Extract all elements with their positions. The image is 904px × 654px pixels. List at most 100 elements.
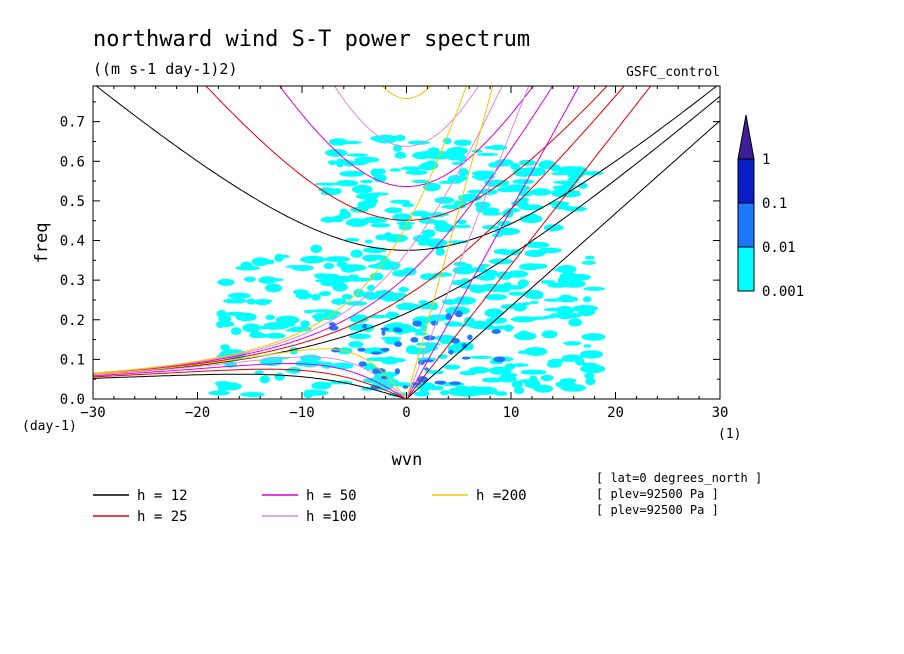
spectrum-blob <box>376 168 386 175</box>
spectrum-blob <box>584 372 595 380</box>
spectrum-blob <box>336 180 359 187</box>
spectrum-blob <box>453 261 468 267</box>
spectrum-blob <box>424 367 429 371</box>
spectrum-blob <box>339 170 365 177</box>
spectrum-blob <box>375 234 388 241</box>
spectrum-blob <box>512 179 534 185</box>
spectrum-blob <box>313 312 325 322</box>
spectrum-blob <box>323 262 335 270</box>
spectrum-blob <box>472 386 498 395</box>
colorbar-segment <box>737 202 755 248</box>
spectrum-blob <box>523 347 548 356</box>
dispersion-curve <box>93 368 407 399</box>
legend: h = 12 h = 25 h = 50 h =100 h =200 <box>93 488 527 525</box>
colorbar: 0.001 0.01 0.1 1 <box>737 114 804 300</box>
spectrum-blob <box>265 314 276 320</box>
spectrum-blob <box>394 152 407 159</box>
spectrum-blob <box>513 332 537 341</box>
spectrum-blob <box>328 160 338 166</box>
spectrum-blob <box>557 166 584 175</box>
spectrum-blob <box>369 272 384 281</box>
legend-label: h =200 <box>476 488 527 504</box>
spectrum-blob <box>395 302 420 311</box>
spectrum-blob <box>552 180 579 184</box>
spectrum-blob <box>380 347 390 352</box>
spectrum-blob <box>491 325 515 330</box>
spectrum-blob <box>469 355 493 359</box>
info-line: [ plev=92500 Pa ] <box>596 503 719 517</box>
spectrum-blob <box>358 361 367 367</box>
spectrum-blob <box>400 166 422 171</box>
spectrum-blob <box>394 368 400 375</box>
spectrum-blob <box>399 323 413 333</box>
spectrum-blob <box>429 385 444 391</box>
legend-label: h = 25 <box>137 509 188 525</box>
spectrum-blob <box>422 359 435 363</box>
dispersion-curve <box>93 363 407 399</box>
spectrum-blob <box>240 261 253 270</box>
spectrum-blob <box>518 190 533 197</box>
spectrum-blob <box>331 362 354 370</box>
spectrum-blob <box>518 204 545 211</box>
spectrum-blob <box>448 349 454 355</box>
spectrum-blob <box>300 320 310 328</box>
spectrum-blob <box>546 361 562 368</box>
spectrum-blob <box>540 280 556 284</box>
spectrum-blob <box>251 257 269 266</box>
spectrum-blob <box>474 172 488 181</box>
spectrum-blob <box>582 296 592 303</box>
spectrum-blob <box>563 341 582 346</box>
dispersion-curve <box>95 86 718 251</box>
spectrum-blob <box>363 364 377 371</box>
spectrum-blob <box>560 384 587 392</box>
spectrum-blob <box>246 298 256 305</box>
spectrum-blob <box>208 390 230 396</box>
spectrum-blob <box>526 167 546 177</box>
spectrum-blob <box>511 380 523 388</box>
spectrum-blob <box>348 333 372 340</box>
colorbar-label: 0.01 <box>762 240 796 256</box>
legend-label: h = 12 <box>137 488 188 504</box>
spectrum-blob <box>265 332 286 339</box>
spectrum-blob <box>486 317 508 324</box>
spectrum-blob <box>574 357 585 366</box>
spectrum-blob <box>349 314 369 323</box>
spectrum-blob <box>360 179 373 184</box>
spectrum-blob <box>299 354 322 362</box>
spectrum-blob <box>344 238 360 242</box>
spectrum-blob <box>276 254 290 258</box>
spectrum-blob <box>314 273 341 280</box>
spectrum-blob <box>580 350 604 359</box>
spectrum-blob <box>453 296 476 305</box>
spectrum-blob <box>445 224 455 232</box>
spectrum-blob <box>370 351 382 355</box>
spectrum-blob <box>484 294 508 301</box>
spectrum-blob <box>324 256 350 262</box>
spectrum-blob <box>412 234 431 243</box>
spectrum-blob <box>393 329 403 333</box>
x-tick-label: 10 <box>503 405 520 421</box>
spectrum-blob <box>364 239 373 244</box>
colorbar-segment <box>737 158 755 204</box>
spectrum-blob <box>419 273 438 280</box>
spectrum-blob <box>451 280 460 286</box>
x-tick-label: 20 <box>607 405 624 421</box>
spectrum-blob <box>455 392 480 397</box>
dispersion-curve <box>406 86 652 399</box>
spectrum-blob <box>394 341 403 347</box>
spectrum-blob <box>367 263 391 269</box>
info-line: [ lat=0 degrees_north ] <box>596 471 762 485</box>
spectrum-blob <box>443 364 461 370</box>
spectrum-blob <box>530 263 548 269</box>
colorbar-label: 0.1 <box>762 196 787 212</box>
dispersion-curve <box>205 86 608 221</box>
spectrum-blob <box>477 274 496 281</box>
spectrum-blob <box>345 218 369 227</box>
spectrum-blob <box>417 241 430 246</box>
spectrum-blob <box>311 293 321 301</box>
chart-title: northward wind S-T power spectrum <box>93 27 530 52</box>
spectrum-blob <box>453 224 472 229</box>
spectrum-blob <box>410 210 430 217</box>
spectrum-blob <box>381 330 386 336</box>
spectrum-blob <box>480 325 496 330</box>
